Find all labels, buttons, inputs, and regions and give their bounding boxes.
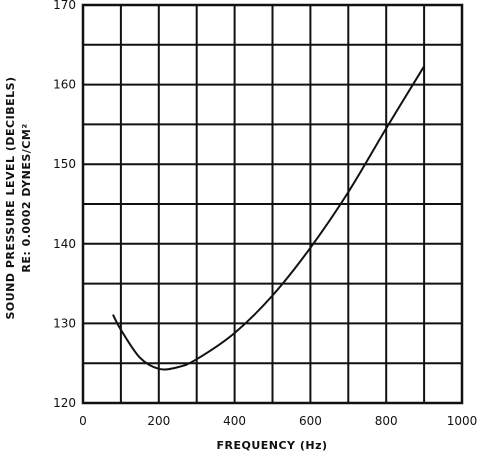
x-axis-title: FREQUENCY (Hz) [216,439,327,452]
y-tick-label: 120 [53,396,76,410]
x-tick-label: 400 [223,414,246,428]
y-axis-title-line1: SOUND PRESSURE LEVEL (DECIBELS) [4,76,17,319]
x-tick-label: 1000 [447,414,478,428]
y-tick-label: 170 [53,0,76,12]
x-tick-label: 600 [299,414,322,428]
x-tick-label: 200 [147,414,170,428]
y-tick-label: 140 [53,237,76,251]
x-tick-label: 800 [375,414,398,428]
y-axis-title-line2: RE: 0.0002 DYNES/CM² [20,123,33,272]
grid [83,5,462,403]
plot-frame [81,3,464,405]
x-tick-label: 0 [79,414,87,428]
x-tick-labels: 0 200 400 600 800 1000 [79,414,477,428]
y-tick-label: 160 [53,78,76,92]
y-tick-labels: 120 130 140 150 160 170 [53,0,76,410]
series-group [112,65,426,371]
y-tick-label: 150 [53,157,76,171]
y-tick-label: 130 [53,316,76,330]
series-line [112,65,426,371]
